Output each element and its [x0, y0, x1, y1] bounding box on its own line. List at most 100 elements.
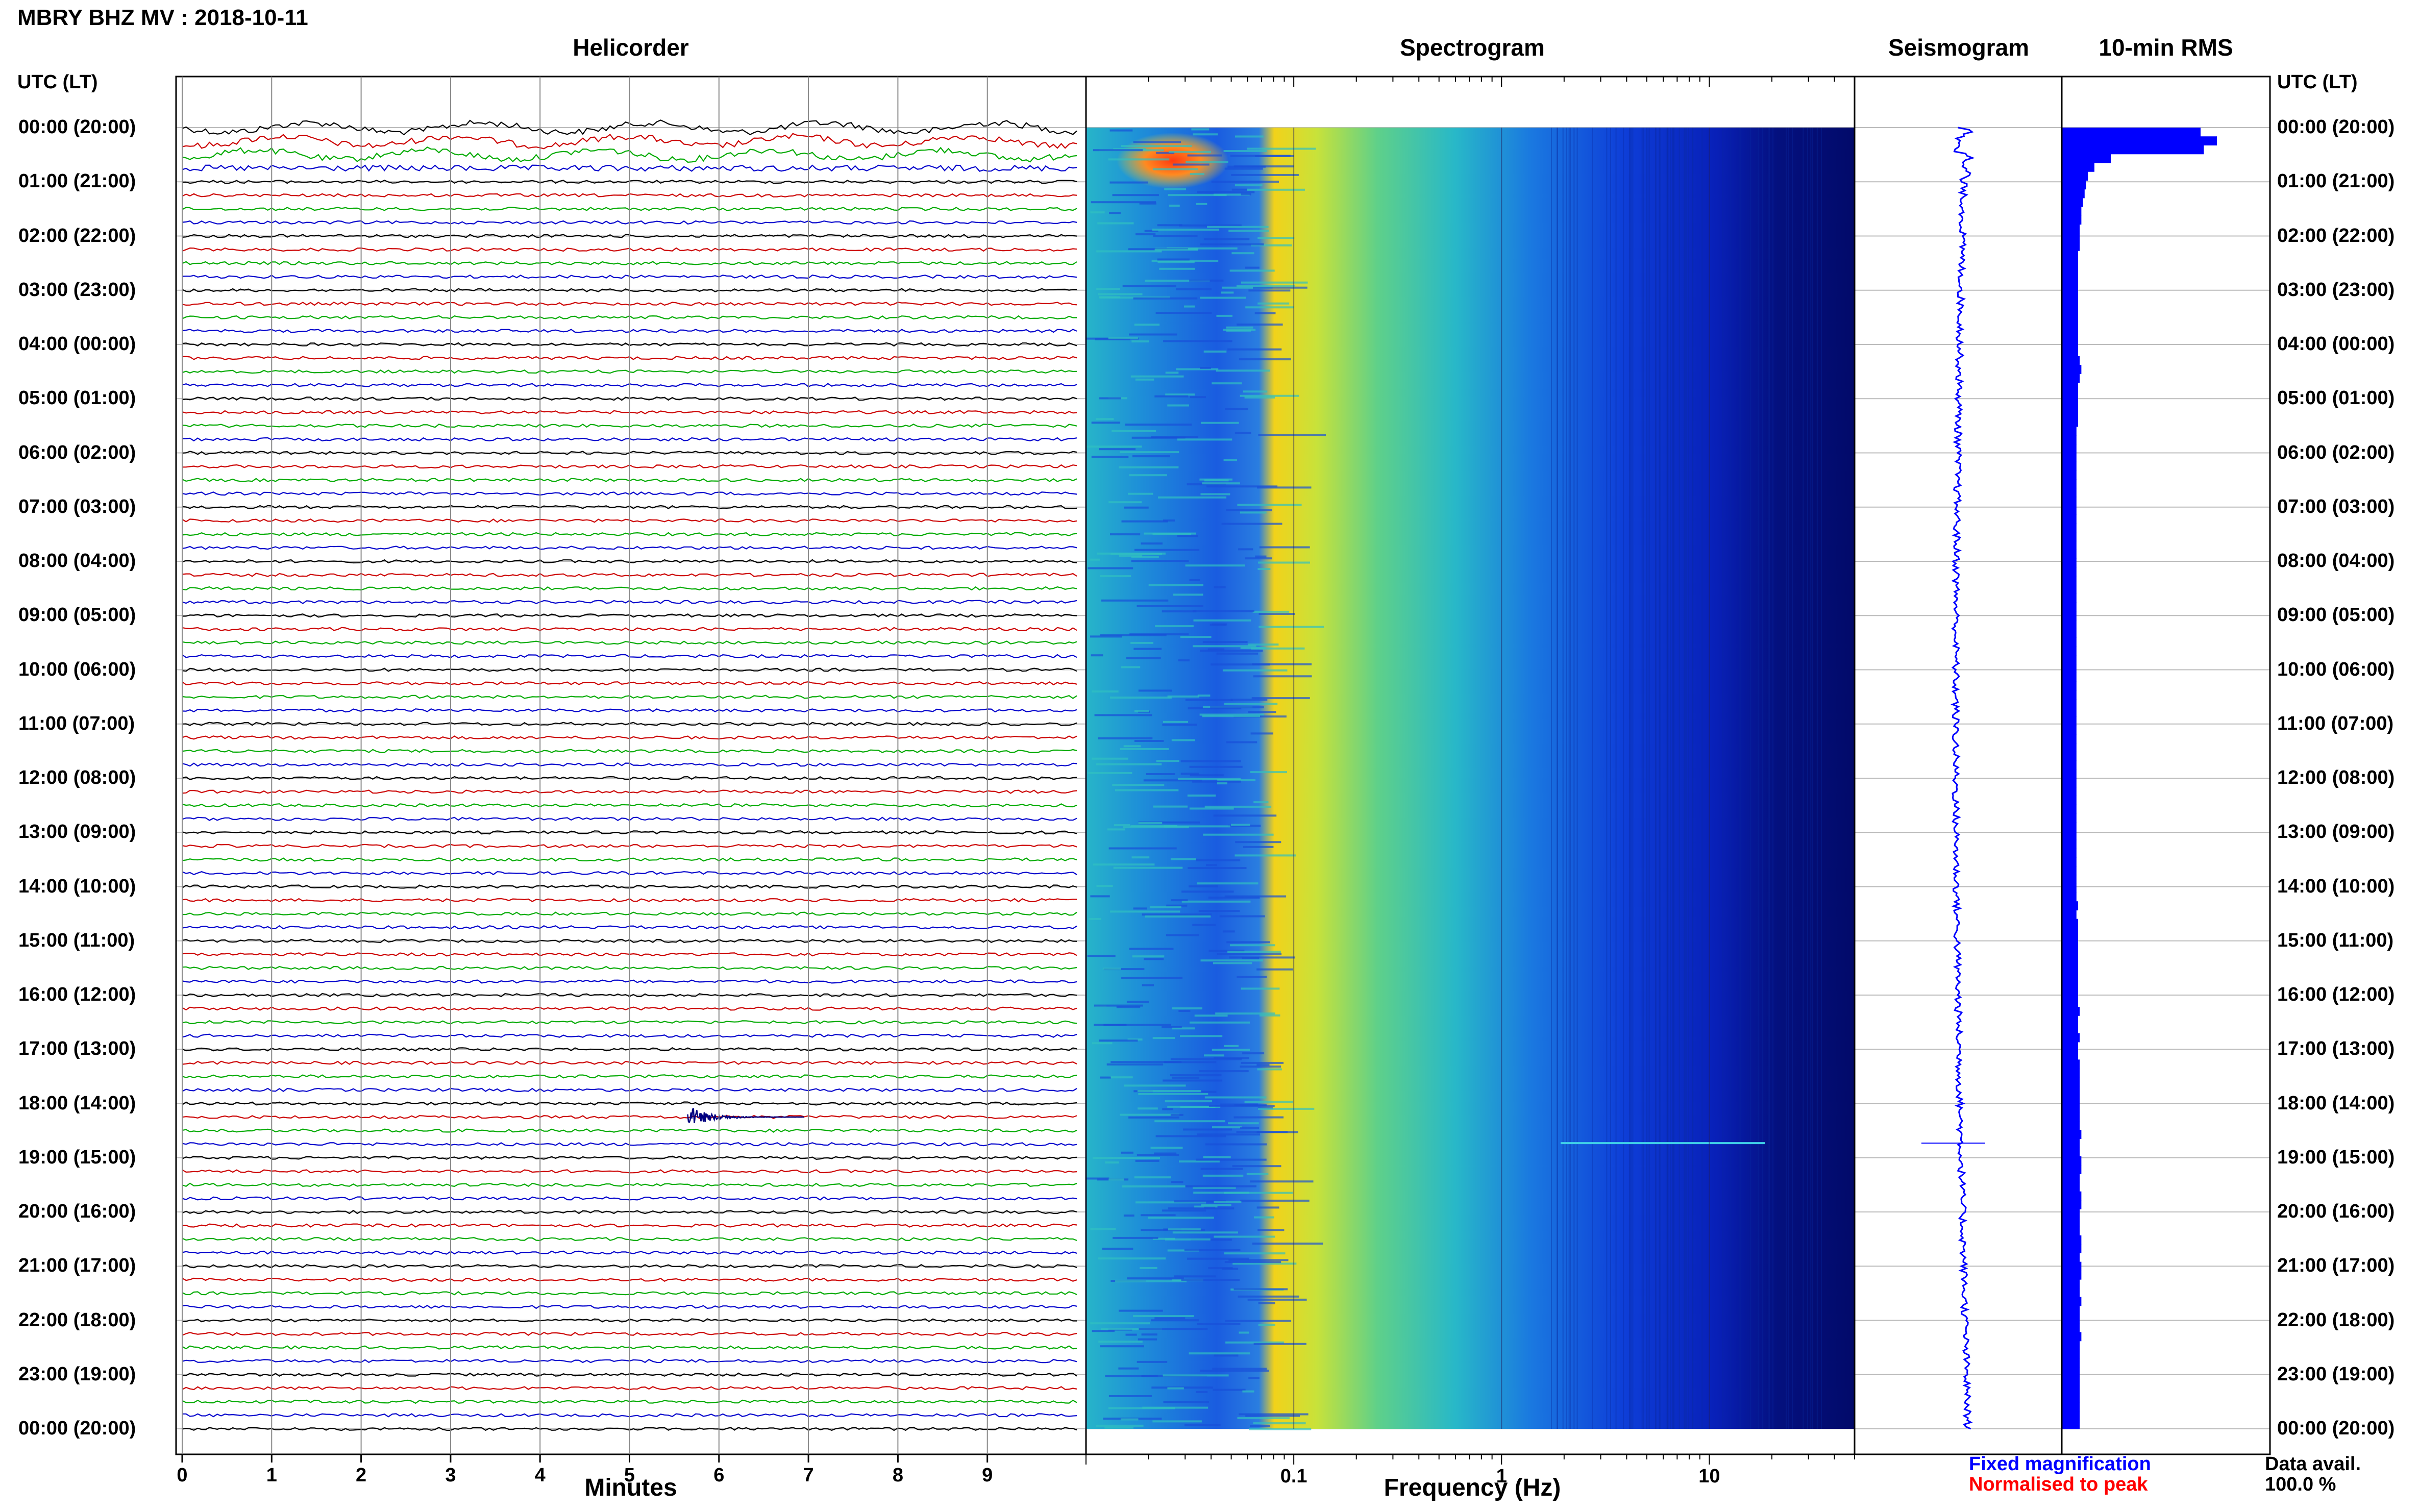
- spectrogram-streak: [1156, 152, 1175, 154]
- rms-bar: [2062, 1156, 2082, 1166]
- rms-bar: [2062, 1174, 2080, 1183]
- spectrogram-streak: [1102, 968, 1121, 970]
- time-label-right: 08:00 (04:00): [2277, 550, 2395, 572]
- rms-bar: [2062, 303, 2078, 313]
- rms-bar: [2062, 461, 2077, 471]
- spectrogram-streak: [1217, 782, 1227, 785]
- spectrogram-streak: [1124, 506, 1149, 509]
- spectrogram-streak: [1212, 1049, 1250, 1051]
- spectrogram-streak: [1258, 434, 1326, 436]
- rms-bar: [2062, 752, 2077, 761]
- spectrogram-streak: [1142, 1406, 1208, 1409]
- rms-bar: [2062, 831, 2077, 840]
- spectrogram-streak: [1258, 1324, 1275, 1326]
- spectrogram-streak: [1137, 1154, 1179, 1156]
- spectrogram-streak: [1145, 280, 1210, 282]
- spectrogram-streak: [1233, 1288, 1288, 1291]
- spectrogram-streak: [1110, 697, 1172, 699]
- rms-bar: [2062, 1358, 2080, 1368]
- rms-bar: [2062, 1015, 2078, 1025]
- spectrogram-streak: [1107, 828, 1125, 831]
- spectrogram-streak: [1133, 648, 1162, 650]
- spectrogram-streak: [1248, 1377, 1260, 1379]
- spectrogram-streak: [1253, 675, 1312, 678]
- rms-bar: [2062, 1042, 2078, 1051]
- time-label-right: 07:00 (03:00): [2277, 495, 2395, 517]
- spectrogram-xlabel: Frequency (Hz): [1384, 1474, 1561, 1501]
- spectrogram-streak: [1168, 1228, 1201, 1231]
- spectrogram-streak: [1120, 748, 1169, 750]
- rms-bar: [2062, 523, 2077, 533]
- spectrogram-streak: [1138, 1338, 1157, 1341]
- spectrogram-streak: [1255, 555, 1267, 558]
- rms-bar: [2062, 1086, 2080, 1095]
- rms-bar: [2062, 972, 2078, 981]
- spectrogram-streak: [1134, 549, 1200, 551]
- time-label-right: 22:00 (18:00): [2277, 1309, 2395, 1331]
- spectrogram-streak: [1102, 1248, 1133, 1250]
- rms-bar: [2062, 1420, 2080, 1429]
- spectrogram-streak: [1224, 1261, 1281, 1263]
- spectrogram-streak: [1217, 953, 1282, 955]
- spectrogram-streak: [1235, 854, 1296, 857]
- spectrogram-streak: [1127, 1038, 1143, 1041]
- spectrogram-streak: [1100, 1076, 1111, 1079]
- spectrogram-streak: [1250, 732, 1273, 735]
- spectrogram-streak: [1252, 663, 1312, 665]
- rms-bar: [2062, 611, 2077, 621]
- spectrogram-streak: [1130, 825, 1177, 827]
- spectrogram-streak: [1193, 1186, 1236, 1189]
- spectrogram-streak: [1180, 636, 1212, 638]
- spectrogram-streak: [1214, 1201, 1242, 1203]
- spectrogram-streak: [1121, 977, 1183, 979]
- rms-bar: [2062, 1006, 2080, 1016]
- spectrogram-streak: [1189, 765, 1243, 768]
- rms-bar: [2062, 857, 2077, 866]
- time-label-right: 01:00 (21:00): [2277, 170, 2395, 192]
- spectrogram-streak: [1093, 863, 1155, 866]
- spectrogram-streak: [1170, 858, 1196, 860]
- rms-bar: [2062, 796, 2077, 805]
- rms-bar: [2062, 162, 2094, 172]
- spectrogram-streak: [1219, 915, 1265, 918]
- spectrogram-streak: [1224, 167, 1263, 170]
- spectrogram-streak: [1087, 1177, 1109, 1180]
- rms-bar: [2062, 1411, 2080, 1421]
- spectrogram-streak: [1206, 485, 1278, 488]
- rms-bar: [2062, 681, 2077, 691]
- rms-bar: [2062, 927, 2078, 937]
- rms-bar: [2062, 497, 2077, 506]
- spectrogram-streak: [1155, 1135, 1226, 1137]
- rms-bar: [2062, 1182, 2080, 1192]
- spectrogram-streak: [1092, 757, 1128, 760]
- time-label-left: 15:00 (11:00): [18, 929, 135, 951]
- rms-bar: [2062, 330, 2078, 339]
- spectrogram-streak: [1139, 202, 1156, 205]
- spectrogram-streak: [1196, 859, 1241, 861]
- spectrogram-streak: [1244, 396, 1275, 399]
- rms-bar: [2062, 312, 2078, 321]
- spectrogram-streak: [1186, 161, 1228, 163]
- spectrogram-streak: [1172, 1231, 1238, 1234]
- time-label-right: 02:00 (22:00): [2277, 225, 2395, 246]
- spectrogram-streak: [1189, 579, 1200, 581]
- spectrogram-streak: [1190, 774, 1224, 777]
- spectrogram-streak: [1133, 907, 1147, 910]
- spectrogram-streak: [1253, 1343, 1306, 1345]
- spectrogram-streak: [1208, 897, 1260, 899]
- spectrogram-streak: [1181, 900, 1251, 903]
- rms-bar: [2062, 593, 2077, 603]
- spectrogram-streak: [1096, 885, 1113, 887]
- helicorder-tick-label: 2: [356, 1465, 367, 1486]
- rms-bar: [2062, 1349, 2080, 1359]
- spectrogram-streak: [1167, 1387, 1184, 1390]
- spectrogram-streak: [1212, 623, 1227, 626]
- spectrogram-streak: [1256, 1131, 1298, 1133]
- spectrogram-streak: [1240, 1065, 1281, 1068]
- helicorder-tick-label: 0: [177, 1465, 188, 1486]
- rms-bar: [2062, 470, 2077, 480]
- spectrogram-streak: [1138, 689, 1172, 692]
- spectrogram-streak: [1090, 895, 1110, 898]
- spectrogram-streak: [1095, 418, 1114, 420]
